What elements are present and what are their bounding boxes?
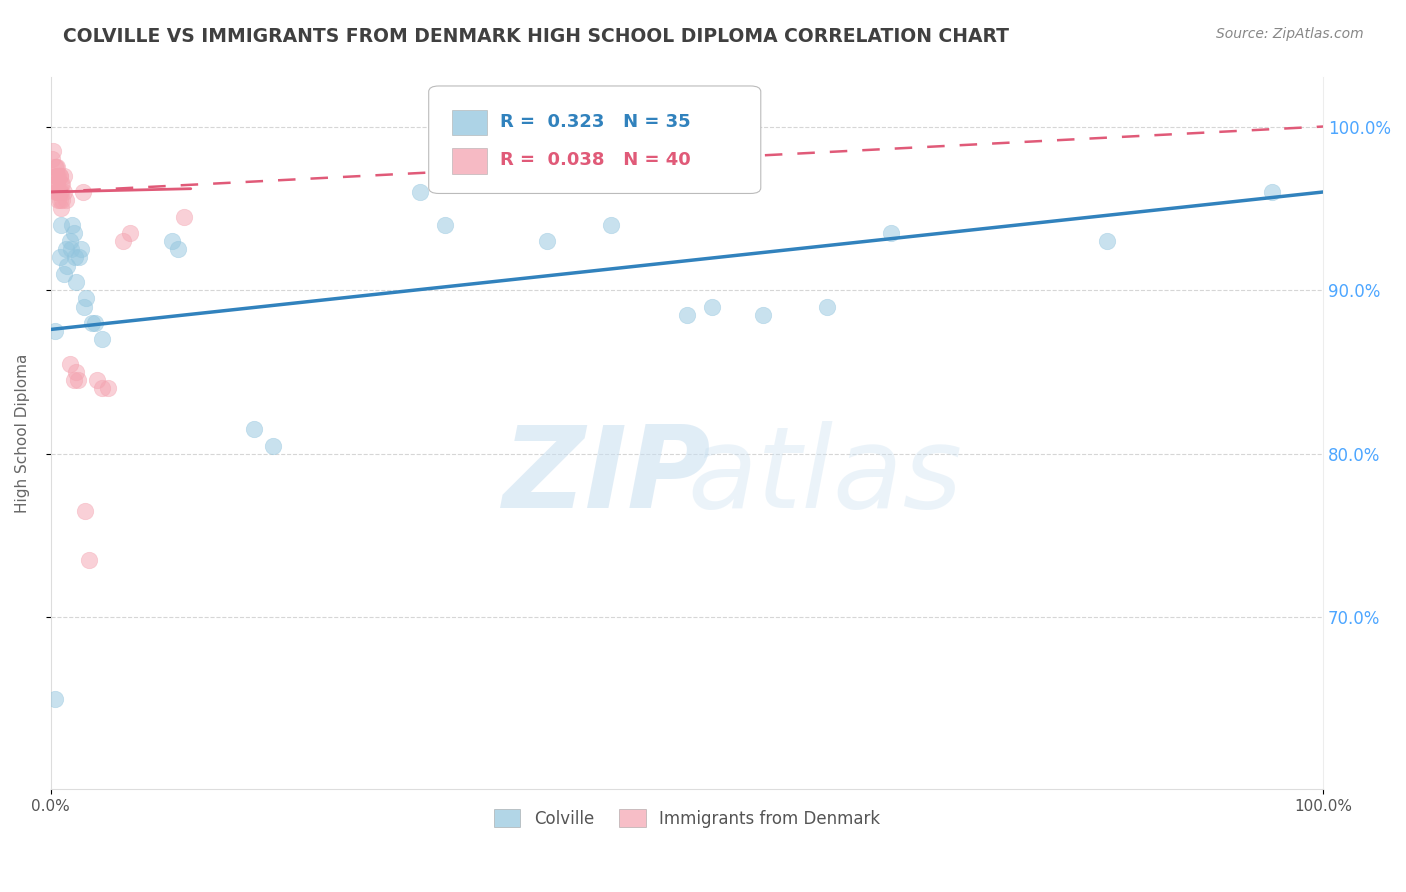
Point bbox=[173, 210, 195, 224]
Point bbox=[676, 308, 699, 322]
Point bbox=[599, 218, 621, 232]
Point bbox=[63, 251, 86, 265]
Point bbox=[42, 144, 65, 158]
Text: ZIP: ZIP bbox=[502, 420, 711, 532]
Point bbox=[243, 422, 266, 436]
Text: atlas: atlas bbox=[688, 420, 962, 532]
Point bbox=[52, 169, 75, 183]
Point bbox=[49, 185, 72, 199]
Point bbox=[48, 185, 70, 199]
Bar bbox=[451, 148, 488, 174]
Point bbox=[62, 218, 84, 232]
Point bbox=[55, 242, 77, 256]
Point bbox=[46, 161, 69, 175]
Point bbox=[815, 300, 838, 314]
Point bbox=[72, 185, 94, 199]
Point bbox=[55, 193, 77, 207]
Point bbox=[59, 234, 82, 248]
Y-axis label: High School Diploma: High School Diploma bbox=[15, 353, 30, 513]
Point bbox=[52, 185, 75, 199]
Text: Source: ZipAtlas.com: Source: ZipAtlas.com bbox=[1216, 27, 1364, 41]
Text: R =  0.038   N = 40: R = 0.038 N = 40 bbox=[501, 151, 690, 169]
Point bbox=[90, 332, 112, 346]
Point bbox=[65, 365, 87, 379]
Point bbox=[49, 218, 72, 232]
Point bbox=[56, 259, 79, 273]
Point bbox=[80, 316, 103, 330]
Point bbox=[45, 161, 67, 175]
Point bbox=[48, 185, 70, 199]
Point bbox=[434, 218, 457, 232]
Point bbox=[160, 234, 183, 248]
Point bbox=[48, 169, 70, 183]
Point bbox=[75, 504, 97, 518]
Point bbox=[48, 193, 70, 207]
Point bbox=[112, 234, 135, 248]
Point bbox=[59, 357, 82, 371]
Bar bbox=[451, 110, 488, 136]
Point bbox=[84, 316, 107, 330]
Point bbox=[702, 300, 724, 314]
Point bbox=[118, 226, 141, 240]
Point bbox=[66, 373, 89, 387]
Point bbox=[536, 234, 558, 248]
Point bbox=[44, 161, 66, 175]
Point bbox=[44, 324, 66, 338]
Point bbox=[46, 169, 69, 183]
Point bbox=[62, 373, 84, 387]
Point bbox=[44, 692, 66, 706]
Point bbox=[49, 177, 72, 191]
Point bbox=[1095, 234, 1118, 248]
Point bbox=[46, 177, 69, 191]
Point bbox=[60, 242, 83, 256]
Point bbox=[46, 185, 69, 199]
Point bbox=[77, 553, 100, 567]
Point bbox=[44, 177, 66, 191]
Point bbox=[73, 300, 96, 314]
Legend: Colville, Immigrants from Denmark: Colville, Immigrants from Denmark bbox=[486, 803, 887, 834]
Point bbox=[48, 169, 70, 183]
Point bbox=[90, 381, 112, 395]
Point bbox=[1261, 185, 1284, 199]
Point bbox=[52, 267, 75, 281]
Point bbox=[41, 153, 63, 167]
Point bbox=[409, 185, 432, 199]
Point bbox=[49, 202, 72, 216]
Point bbox=[70, 242, 93, 256]
Point bbox=[51, 177, 73, 191]
Point bbox=[67, 251, 90, 265]
Point bbox=[48, 251, 70, 265]
Point bbox=[45, 185, 67, 199]
Point bbox=[62, 226, 84, 240]
Point bbox=[86, 373, 108, 387]
Point bbox=[75, 291, 97, 305]
Point bbox=[48, 193, 70, 207]
Point bbox=[263, 439, 285, 453]
Point bbox=[48, 169, 70, 183]
Point bbox=[752, 308, 775, 322]
Point bbox=[167, 242, 190, 256]
Text: COLVILLE VS IMMIGRANTS FROM DENMARK HIGH SCHOOL DIPLOMA CORRELATION CHART: COLVILLE VS IMMIGRANTS FROM DENMARK HIGH… bbox=[63, 27, 1010, 45]
Point bbox=[45, 169, 67, 183]
Point bbox=[51, 193, 73, 207]
Text: R =  0.323   N = 35: R = 0.323 N = 35 bbox=[501, 112, 690, 131]
Point bbox=[45, 177, 67, 191]
Point bbox=[65, 275, 87, 289]
FancyBboxPatch shape bbox=[429, 86, 761, 194]
Point bbox=[879, 226, 901, 240]
Point bbox=[97, 381, 120, 395]
